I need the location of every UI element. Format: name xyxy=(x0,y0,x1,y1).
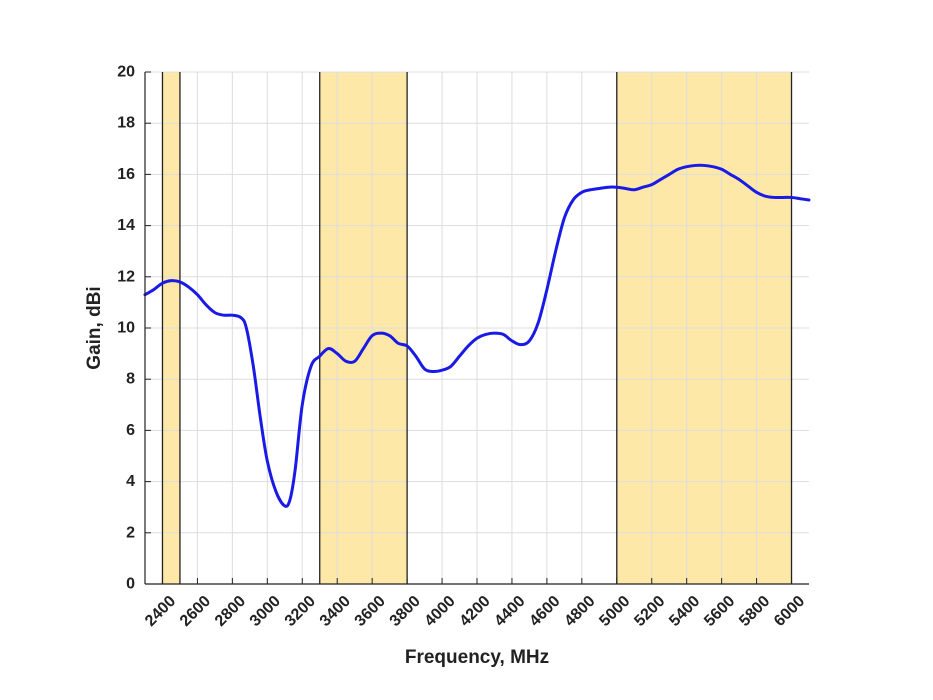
y-tick-label-20: 20 xyxy=(117,64,135,81)
y-tick-label-2: 2 xyxy=(126,524,135,541)
x-tick-label-4000: 4000 xyxy=(422,593,459,630)
x-tick-label-2600: 2600 xyxy=(177,593,214,630)
x-tick-label-4400: 4400 xyxy=(492,593,529,630)
x-tick-label-4800: 4800 xyxy=(561,593,598,630)
x-tick-label-3600: 3600 xyxy=(352,593,389,630)
x-tick-labels: 2400260028003000320034003600380040004200… xyxy=(142,593,808,630)
y-tick-label-16: 16 xyxy=(117,166,135,183)
x-tick-label-5400: 5400 xyxy=(666,593,703,630)
x-tick-label-3400: 3400 xyxy=(317,593,354,630)
y-tick-label-18: 18 xyxy=(117,115,135,132)
x-tick-label-5800: 5800 xyxy=(736,593,773,630)
x-tick-label-6000: 6000 xyxy=(771,593,808,630)
x-tick-label-5200: 5200 xyxy=(631,593,668,630)
y-tick-labels: 0 2 4 6 8 10 12 14 16 18 20 xyxy=(117,64,135,593)
y-tick-label-12: 12 xyxy=(117,268,135,285)
y-tick-label-0: 0 xyxy=(126,576,135,593)
y-axis-label: Gain, dBi xyxy=(84,286,105,369)
series-layer xyxy=(143,163,811,508)
x-tick-label-5000: 5000 xyxy=(596,593,633,630)
series-line-0 xyxy=(143,163,811,508)
x-tick-label-3000: 3000 xyxy=(247,593,284,630)
x-tick-label-3800: 3800 xyxy=(387,593,424,630)
x-tick-label-4200: 4200 xyxy=(457,593,494,630)
axes xyxy=(144,71,809,585)
x-tick-label-4600: 4600 xyxy=(526,593,563,630)
y-tick-label-14: 14 xyxy=(117,217,135,234)
y-tick-label-10: 10 xyxy=(117,320,135,337)
x-tick-label-2800: 2800 xyxy=(212,593,249,630)
x-tick-label-3200: 3200 xyxy=(282,593,319,630)
y-tick-label-4: 4 xyxy=(126,473,135,490)
x-tick-label-5600: 5600 xyxy=(701,593,738,630)
band-edges xyxy=(161,72,793,584)
x-tick-label-2400: 2400 xyxy=(142,593,179,630)
y-tick-label-6: 6 xyxy=(126,422,135,439)
y-tick-label-8: 8 xyxy=(126,371,135,388)
x-axis-label: Frequency, MHz xyxy=(405,647,549,668)
